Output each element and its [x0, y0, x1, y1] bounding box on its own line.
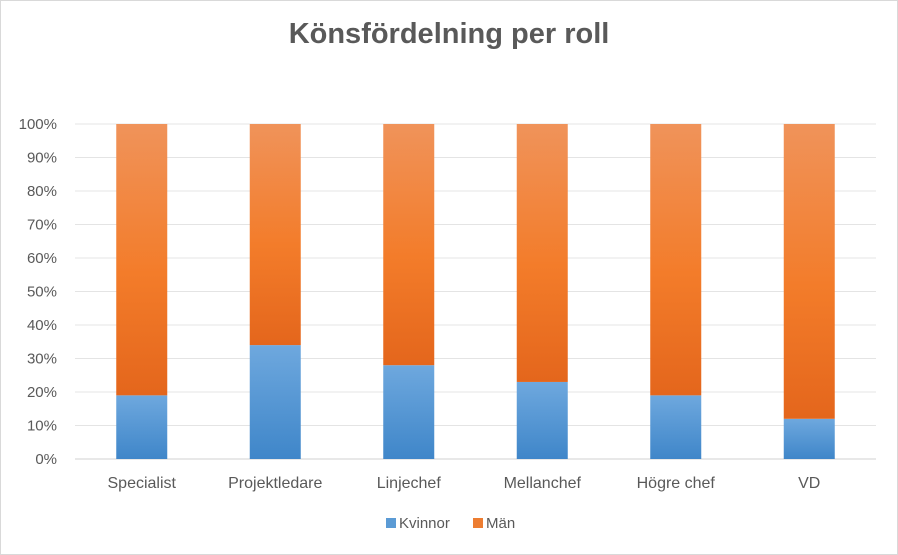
bar-kvinnor-4 [516, 381, 568, 459]
bar-m-n-1 [116, 124, 168, 396]
bar-kvinnor-6 [783, 418, 835, 459]
y-tick-label: 20% [27, 384, 57, 401]
legend-label: Män [486, 515, 515, 532]
y-tick-label: 0% [35, 451, 57, 468]
bar-kvinnor-5 [650, 395, 702, 459]
x-tick-label: Högre chef [637, 475, 716, 492]
legend-label: Kvinnor [399, 515, 450, 532]
bar-kvinnor-3 [383, 365, 435, 459]
y-tick-label: 80% [27, 183, 57, 200]
x-tick-label: VD [798, 475, 820, 492]
bar-m-n-4 [516, 124, 568, 382]
y-tick-label: 30% [27, 351, 57, 368]
y-tick-label: 100% [19, 116, 57, 133]
x-tick-label: Specialist [108, 475, 177, 492]
y-tick-label: 50% [27, 284, 57, 301]
bar-kvinnor-2 [249, 345, 301, 459]
y-tick-label: 70% [27, 217, 57, 234]
y-tick-label: 40% [27, 317, 57, 334]
bar-m-n-6 [783, 124, 835, 419]
chart-title: Könsfördelning per roll [288, 18, 610, 50]
bar-m-n-3 [383, 124, 435, 366]
x-tick-label: Projektledare [228, 475, 322, 492]
bar-m-n-2 [249, 124, 301, 346]
y-tick-label: 60% [27, 250, 57, 267]
y-tick-label: 90% [27, 150, 57, 167]
y-tick-label: 10% [27, 418, 57, 435]
x-tick-label: Mellanchef [504, 475, 582, 492]
legend-swatch [473, 518, 483, 528]
bar-kvinnor-1 [116, 395, 168, 459]
x-tick-label: Linjechef [377, 475, 442, 492]
legend-swatch [386, 518, 396, 528]
bar-m-n-5 [650, 124, 702, 396]
